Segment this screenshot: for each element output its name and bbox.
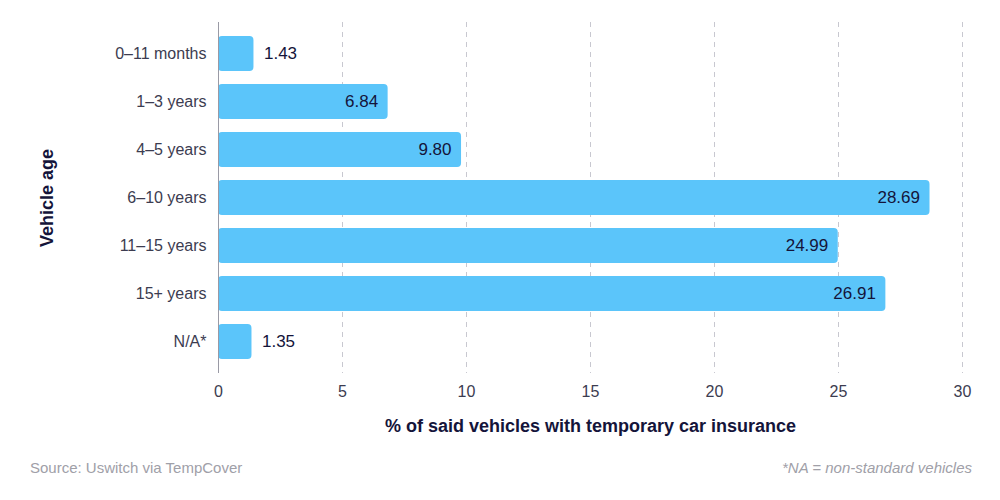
svg-text:% of said vehicles with tempor: % of said vehicles with temporary car in… xyxy=(385,416,796,436)
svg-text:1.43: 1.43 xyxy=(264,44,297,63)
svg-text:11–15 years: 11–15 years xyxy=(120,237,207,254)
svg-text:0–11 months: 0–11 months xyxy=(115,45,206,62)
svg-text:28.69: 28.69 xyxy=(877,188,920,207)
svg-text:9.80: 9.80 xyxy=(418,140,451,159)
svg-text:24.99: 24.99 xyxy=(786,236,829,255)
svg-text:10: 10 xyxy=(458,383,476,400)
svg-text:20: 20 xyxy=(706,383,724,400)
svg-text:0: 0 xyxy=(214,383,223,400)
svg-text:1–3 years: 1–3 years xyxy=(136,93,206,110)
svg-text:1.35: 1.35 xyxy=(262,332,295,351)
svg-text:15: 15 xyxy=(582,383,600,400)
svg-text:26.91: 26.91 xyxy=(833,284,876,303)
html-text:Source: Uswitch via TempCover: Source: Uswitch via TempCover xyxy=(30,459,243,476)
svg-text:30: 30 xyxy=(954,383,972,400)
svg-text:N/A*: N/A* xyxy=(174,333,207,350)
html-text:*NA = non-standard vehicles: *NA = non-standard vehicles xyxy=(782,459,972,476)
svg-text:15+ years: 15+ years xyxy=(136,285,207,302)
svg-text:6.84: 6.84 xyxy=(345,92,378,111)
svg-text:25: 25 xyxy=(830,383,848,400)
svg-text:Vehicle age: Vehicle age xyxy=(37,149,57,247)
svg-text:4–5 years: 4–5 years xyxy=(136,141,206,158)
svg-text:6–10 years: 6–10 years xyxy=(127,189,206,206)
svg-text:5: 5 xyxy=(338,383,347,400)
